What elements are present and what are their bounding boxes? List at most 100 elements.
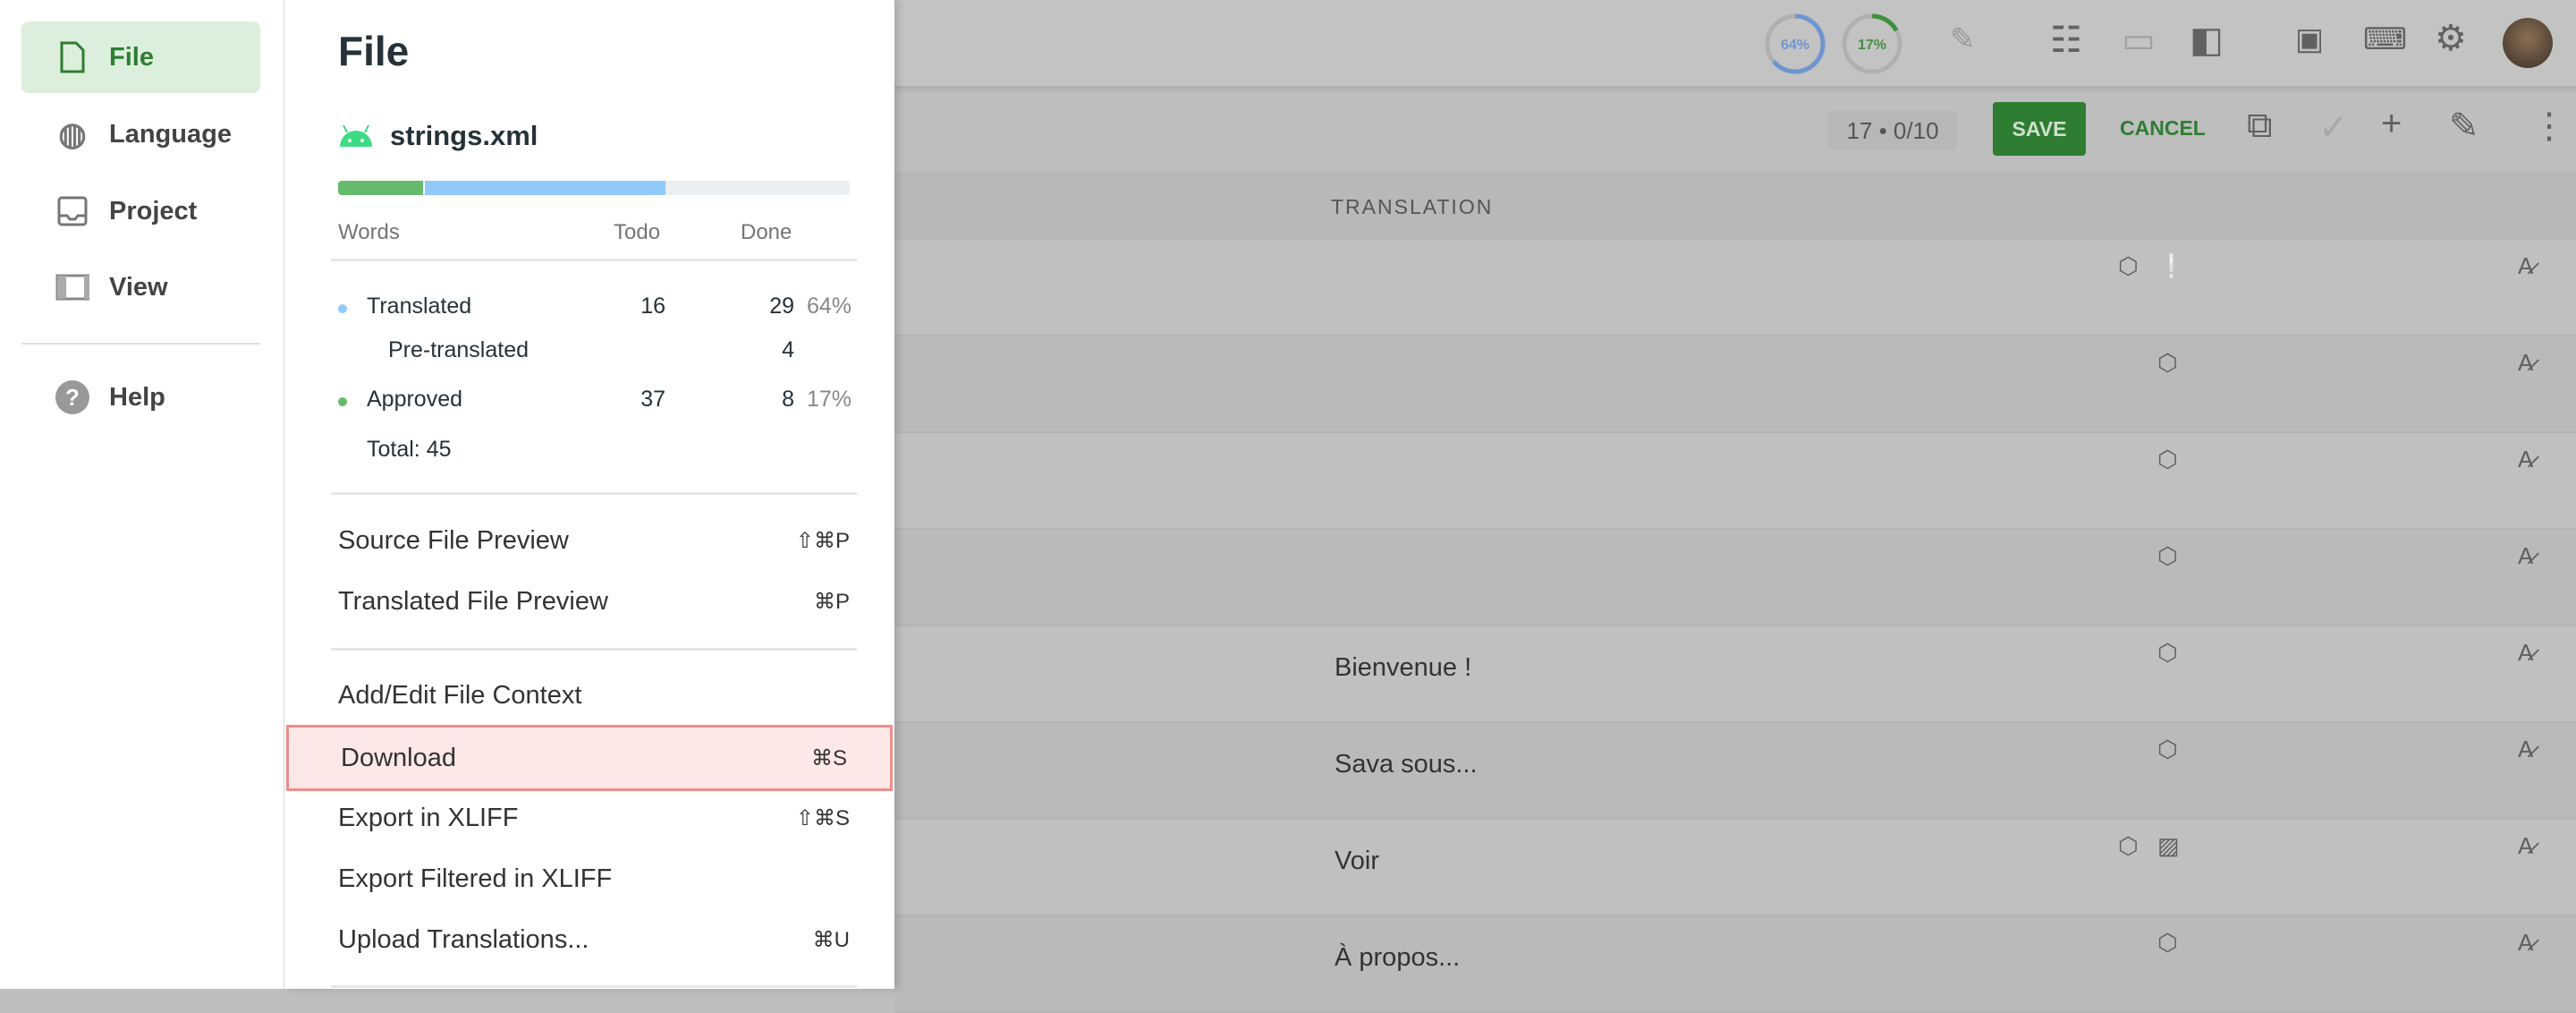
- approved-progress-ring[interactable]: 17%: [1841, 13, 1903, 75]
- sidebar-item-help[interactable]: ? Help: [21, 362, 260, 433]
- tag-icon[interactable]: ⬡: [2157, 349, 2178, 376]
- approve-check-icon[interactable]: ✓: [2318, 108, 2349, 148]
- translation-text[interactable]: Voir: [1335, 847, 1379, 875]
- menu-translated-file-preview[interactable]: Translated File Preview ⌘P: [286, 570, 893, 633]
- sidebar-item-language[interactable]: ◍ Language: [21, 98, 260, 170]
- tag-icon[interactable]: ⬡: [2157, 542, 2178, 569]
- sidebar-item-label: Help: [109, 382, 165, 412]
- translation-text[interactable]: À propos...: [1335, 943, 1461, 972]
- menu-item-label: Add/Edit File Context: [338, 680, 582, 710]
- more-options-icon[interactable]: ⋮: [2531, 106, 2567, 146]
- translated-dot: [338, 304, 347, 313]
- menu-download[interactable]: Download ⌘S: [286, 725, 893, 791]
- notes-edit-icon[interactable]: ✎: [1950, 22, 1976, 56]
- pretranslated-label: Pre-translated: [388, 337, 530, 362]
- stats-divider: [331, 259, 857, 261]
- tag-icon[interactable]: ⬡: [2118, 252, 2139, 279]
- translated-progress-ring[interactable]: 64%: [1764, 13, 1826, 75]
- approved-dot: [338, 397, 347, 406]
- menu-add-edit-file-context[interactable]: Add/Edit File Context: [286, 664, 893, 727]
- tag-icon[interactable]: ⬡: [2157, 736, 2178, 762]
- pretranslated-done: 4: [782, 337, 794, 362]
- spellcheck-icon[interactable]: A̷: [2518, 349, 2534, 376]
- menu-export-filtered-xliff[interactable]: Export Filtered in XLIFF: [286, 847, 893, 910]
- cancel-button[interactable]: CANCEL: [2120, 116, 2206, 140]
- edit-pencil-icon[interactable]: ✎: [2449, 106, 2479, 146]
- menu-upload-translations[interactable]: Upload Translations... ⌘U: [286, 908, 893, 971]
- file-menu-panel: File strings.xml Words Todo Done Transla…: [284, 0, 894, 989]
- comment-alert-icon[interactable]: ❕: [2157, 252, 2187, 279]
- file-name: strings.xml: [338, 120, 538, 152]
- menu-source-file-preview[interactable]: Source File Preview ⇧⌘P: [286, 509, 893, 572]
- table-row[interactable]: ⬡ Bienvenue ! A̷: [894, 626, 2576, 723]
- layout-horizontal-icon[interactable]: ▭: [2122, 21, 2156, 60]
- menu-export-xliff[interactable]: Export in XLIFF ⇧⌘S: [286, 787, 893, 849]
- approved-progress-segment: [338, 181, 426, 195]
- table-row[interactable]: ⬡ À propos... A̷: [894, 916, 2576, 1013]
- sidebar-item-project[interactable]: Project: [21, 175, 260, 247]
- approved-ring-label: 17%: [1858, 38, 1886, 53]
- sidebar-item-view[interactable]: View: [21, 251, 260, 323]
- spellcheck-icon[interactable]: A̷: [2518, 929, 2534, 956]
- menu-item-shortcut: ⌘U: [812, 927, 850, 952]
- approved-todo: 37: [640, 387, 665, 412]
- string-counter: 17 • 0/10: [1828, 111, 1957, 150]
- file-icon: [55, 40, 89, 74]
- approved-percent: 17%: [807, 387, 852, 412]
- sidebar-item-label: Language: [109, 119, 232, 149]
- translated-label: Translated: [367, 294, 472, 319]
- menu-item-label: Translated File Preview: [338, 586, 608, 616]
- tag-icon[interactable]: ⬡: [2157, 446, 2178, 472]
- spellcheck-icon[interactable]: A̷: [2518, 639, 2534, 666]
- menu-item-label: Source File Preview: [338, 525, 569, 555]
- menu-item-shortcut: ⌘P: [813, 589, 850, 614]
- menu-item-shortcut: ⇧⌘P: [795, 528, 850, 553]
- view-columns-icon: [55, 270, 89, 304]
- table-row[interactable]: ⬡ A̷: [894, 530, 2576, 626]
- table-row[interactable]: ⬡ Sava sous... A̷: [894, 723, 2576, 820]
- user-avatar[interactable]: [2503, 18, 2553, 68]
- menu-divider: [331, 985, 857, 988]
- menu-item-label: Export Filtered in XLIFF: [338, 864, 613, 893]
- table-row[interactable]: ⬡ A̷: [894, 433, 2576, 530]
- approved-label: Approved: [367, 387, 463, 412]
- table-header: TRANSLATION: [894, 172, 2576, 240]
- tag-icon[interactable]: ⬡: [2118, 832, 2139, 859]
- save-button[interactable]: SAVE: [1993, 102, 2086, 156]
- done-header: Done: [741, 220, 792, 244]
- copy-source-icon[interactable]: ⧉: [2247, 106, 2273, 145]
- android-icon: [340, 124, 372, 147]
- spellcheck-icon[interactable]: A̷: [2518, 736, 2534, 762]
- help-icon: ?: [55, 380, 89, 414]
- menu-item-label: Download: [341, 743, 456, 772]
- terminal-icon[interactable]: ▣: [2295, 22, 2325, 56]
- translated-progress-segment: [425, 181, 666, 195]
- settings-gear-icon[interactable]: ⚙: [2435, 19, 2467, 58]
- spellcheck-icon[interactable]: A̷: [2518, 446, 2534, 472]
- sidebar-item-file[interactable]: File: [21, 21, 260, 93]
- layout-sidebar-icon[interactable]: ◧: [2190, 21, 2224, 60]
- spellcheck-icon[interactable]: A̷: [2518, 832, 2534, 859]
- add-icon[interactable]: +: [2381, 104, 2402, 143]
- menu-item-shortcut: ⇧⌘S: [795, 805, 850, 830]
- top-bar: 64% 17% ✎ ☷ ▭ ◧ ▣ ⌨ ⚙: [894, 0, 2576, 86]
- layout-table-icon[interactable]: ☷: [2050, 21, 2082, 60]
- spellcheck-icon[interactable]: A̷: [2518, 542, 2534, 569]
- file-name-label: strings.xml: [390, 120, 538, 151]
- table-row[interactable]: ⬡ A̷: [894, 336, 2576, 433]
- tag-icon[interactable]: ⬡: [2157, 639, 2178, 666]
- translation-text[interactable]: Bienvenue !: [1335, 653, 1472, 682]
- menu-divider: [331, 492, 857, 495]
- editor-main: 64% 17% ✎ ☷ ▭ ◧ ▣ ⌨ ⚙ 17 • 0/10 SAVE CAN…: [894, 0, 2576, 1013]
- translated-todo: 16: [640, 294, 665, 319]
- tag-icon[interactable]: ⬡: [2157, 929, 2178, 956]
- spellcheck-icon[interactable]: A̷: [2518, 252, 2534, 279]
- table-row[interactable]: ⬡ ❕ A̷: [894, 240, 2576, 336]
- table-row[interactable]: ⬡ ▨ Voir A̷: [894, 820, 2576, 916]
- sidebar: File ◍ Language Project View ? Help: [0, 0, 284, 989]
- image-icon[interactable]: ▨: [2157, 832, 2180, 859]
- translation-text[interactable]: Sava sous...: [1335, 750, 1478, 779]
- sidebar-item-label: Project: [109, 196, 198, 226]
- sidebar-item-label: View: [109, 272, 168, 302]
- keyboard-icon[interactable]: ⌨: [2363, 22, 2408, 56]
